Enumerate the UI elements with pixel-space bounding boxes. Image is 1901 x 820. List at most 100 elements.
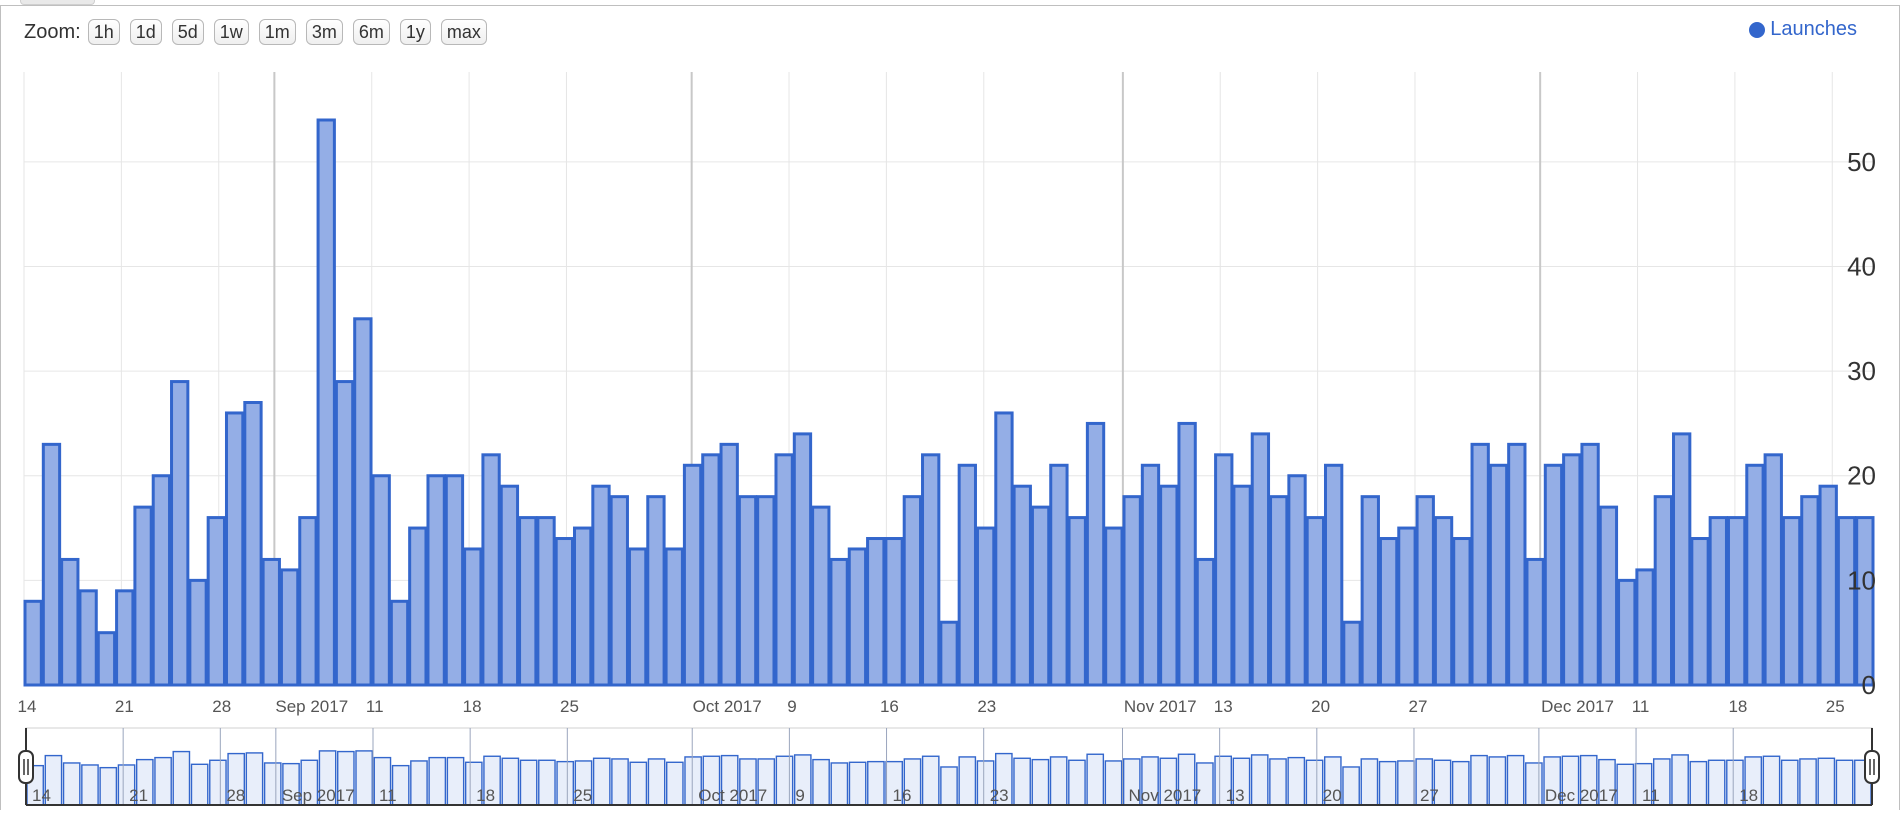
navigator-bar — [245, 752, 264, 806]
bar-launches — [591, 484, 611, 687]
navigator-tick-label: 18 — [1739, 786, 1758, 805]
x-tick-label: 11 — [1632, 697, 1650, 716]
bars-layer — [23, 118, 1875, 687]
bar-launches — [206, 516, 226, 687]
bar-launches — [1195, 557, 1216, 687]
bar-launches — [41, 442, 62, 687]
bar-launches — [1030, 505, 1051, 687]
bar-launches — [554, 537, 575, 687]
bar-launches — [1378, 537, 1399, 687]
bar-launches — [1488, 463, 1509, 687]
zoom-5d-button[interactable]: 5d — [171, 19, 204, 45]
bar-launches — [1781, 516, 1802, 687]
bar-launches — [1232, 484, 1252, 687]
navigator-tick-label: 25 — [573, 786, 592, 805]
bar-launches — [1323, 463, 1344, 687]
navigator-bar — [410, 760, 428, 806]
bar-launches — [1433, 516, 1454, 687]
bar-launches — [1360, 495, 1380, 687]
bar-launches — [975, 526, 996, 687]
x-tick-label: Sep 2017 — [275, 697, 348, 716]
bar-launches — [1800, 495, 1820, 687]
x-tick-label: 25 — [1826, 697, 1845, 716]
navigator-bar — [958, 756, 977, 806]
bar-launches — [792, 432, 813, 687]
chart-frame — [0, 5, 1900, 810]
bar-launches — [371, 474, 391, 687]
bar-launches — [96, 631, 117, 687]
bar-launches — [1745, 463, 1765, 687]
navigator-tick-label: 23 — [990, 786, 1009, 805]
bar-launches — [1287, 474, 1307, 687]
navigator-bar — [1049, 756, 1068, 806]
zoom-1y-button[interactable]: 1y — [399, 19, 431, 45]
navigator-bar — [1671, 754, 1689, 806]
bar-launches — [463, 547, 483, 687]
bar-launches — [829, 557, 849, 687]
navigator-tick-label: Nov 2017 — [1128, 786, 1201, 805]
navigator-bar — [1068, 759, 1086, 806]
y-tick-label: 30 — [1847, 356, 1876, 386]
zoom-1d-button[interactable]: 1d — [129, 19, 162, 45]
navigator-tick-label: 11 — [1642, 786, 1660, 805]
navigator-tick-label: 27 — [1420, 786, 1439, 805]
zoom-1m-button[interactable]: 1m — [258, 19, 296, 45]
y-tick-label: 40 — [1847, 251, 1876, 281]
bar-launches — [1269, 495, 1289, 687]
legend-launches[interactable]: Launches — [1749, 18, 1857, 41]
x-tick-label: Dec 2017 — [1541, 697, 1614, 716]
range-navigator: 14 21 28 Sep 2017 11 18 25 Oct 2017 9 16 23 Nov 201… — [18, 727, 1880, 806]
navigator-bar — [556, 760, 575, 806]
bar-launches — [1085, 421, 1106, 687]
navigator-bar — [1360, 758, 1379, 806]
navigator-bar — [1104, 760, 1123, 806]
navigator-bar — [1451, 760, 1470, 806]
bar-launches — [884, 537, 904, 687]
bar-launches — [389, 599, 410, 687]
navigator-bar — [830, 762, 849, 806]
navigator-bar — [1488, 756, 1507, 806]
navigator-bar — [1707, 759, 1726, 806]
bar-launches — [627, 547, 648, 687]
navigator-bar — [1269, 758, 1287, 806]
zoom-3m-button[interactable]: 3m — [305, 19, 343, 45]
bar-launches — [23, 599, 43, 687]
zoom-max-button[interactable]: max — [440, 19, 487, 45]
legend-marker-icon — [1749, 21, 1766, 38]
x-axis-labels: 14 21 28 Sep 2017 11 18 25 Oct 2017 9 16 23 Nov 201… — [18, 697, 1845, 716]
navigator-right-handle[interactable] — [1864, 728, 1880, 805]
zoom-1w-button[interactable]: 1w — [213, 19, 249, 45]
bar-launches — [866, 537, 886, 687]
bar-launches — [261, 557, 281, 687]
navigator-bar — [1506, 754, 1525, 806]
bar-launches — [847, 547, 868, 687]
bar-launches — [1690, 537, 1710, 687]
tab-stub — [20, 0, 95, 5]
zoom-label: Zoom: — [24, 20, 81, 43]
bar-launches — [60, 557, 80, 687]
x-tick-label: 16 — [880, 697, 899, 716]
navigator-tick-label: 16 — [893, 786, 912, 805]
bar-launches — [1672, 432, 1692, 687]
bar-launches — [994, 411, 1014, 687]
navigator-tick-label: Oct 2017 — [698, 786, 767, 805]
navigator-bar — [190, 763, 209, 806]
zoom-1h-button[interactable]: 1h — [87, 19, 120, 45]
bar-launches — [316, 118, 336, 687]
navigator-left-handle[interactable] — [18, 728, 34, 805]
bar-launches — [737, 495, 758, 687]
navigator-tick-label: 13 — [1226, 786, 1245, 805]
x-tick-label: Oct 2017 — [693, 697, 762, 716]
navigator-bar — [940, 766, 958, 806]
bar-launches — [573, 526, 593, 687]
navigator-tick-label: Sep 2017 — [282, 786, 355, 805]
bar-launches — [1305, 516, 1325, 687]
bar-launches — [1122, 495, 1142, 687]
zoom-6m-button[interactable]: 6m — [352, 19, 390, 45]
navigator-bar — [538, 759, 556, 806]
bar-launches — [243, 401, 263, 687]
navigator-tick-label: 21 — [129, 786, 148, 805]
x-tick-label: 20 — [1311, 697, 1330, 716]
bar-launches — [1763, 453, 1783, 687]
